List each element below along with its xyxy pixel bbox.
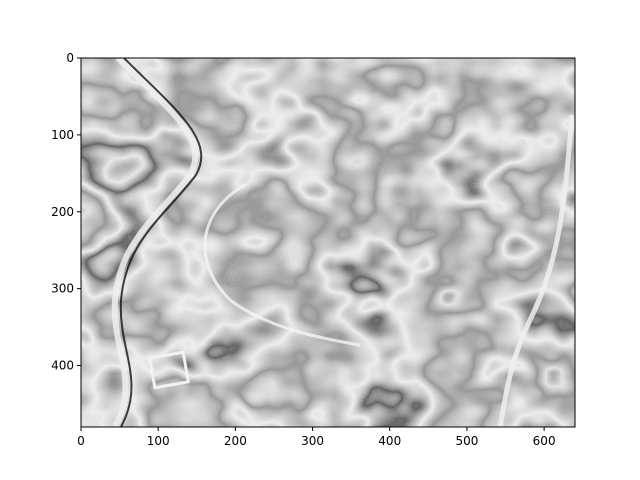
y-axis: 0 100 200 300 400 — [51, 51, 81, 373]
y-tick-label: 100 — [51, 128, 74, 142]
x-tick-label: 100 — [147, 434, 170, 448]
x-tick-label: 300 — [301, 434, 324, 448]
heatmap-image — [81, 58, 575, 427]
x-tick-label: 600 — [533, 434, 556, 448]
right-edge-band — [497, 114, 575, 427]
x-tick-label: 200 — [224, 434, 247, 448]
y-tick-label: 200 — [51, 205, 74, 219]
x-tick-label: 500 — [455, 434, 478, 448]
plot-frame — [80, 57, 576, 428]
x-tick-label: 400 — [378, 434, 401, 448]
x-tick-label: 0 — [77, 434, 85, 448]
x-axis: 0 100 200 300 400 500 600 — [77, 427, 556, 448]
left-edge-band — [111, 58, 199, 427]
y-tick-label: 300 — [51, 282, 74, 296]
square-marker — [147, 350, 191, 390]
left-edge-band-inner — [119, 58, 203, 427]
y-tick-label: 0 — [66, 51, 74, 65]
arc-band — [203, 183, 361, 347]
y-tick-label: 400 — [51, 359, 74, 373]
